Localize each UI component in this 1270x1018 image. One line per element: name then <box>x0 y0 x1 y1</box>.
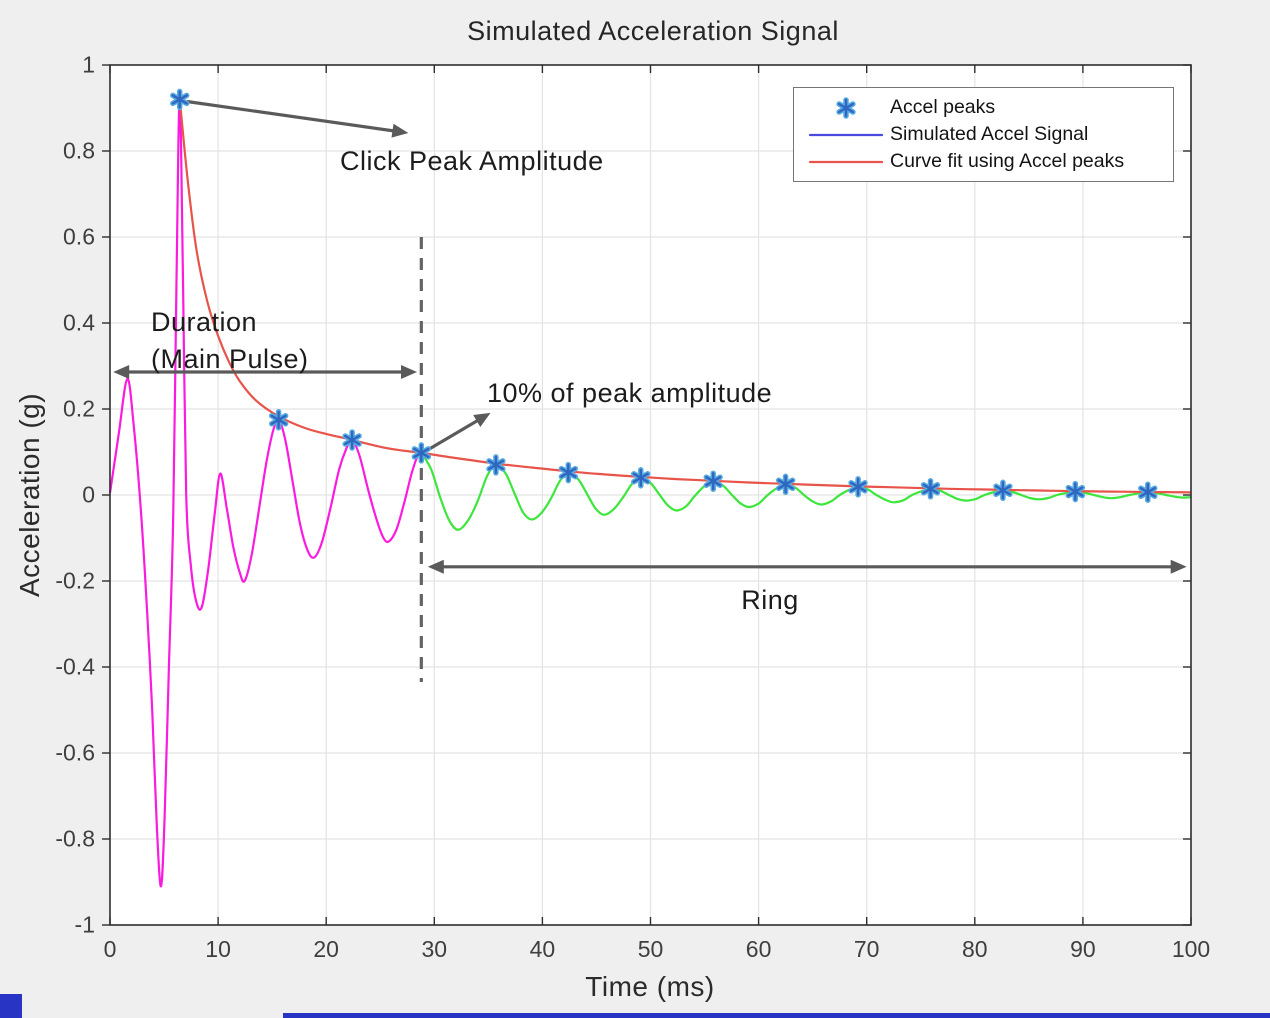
duration-arrow <box>113 365 418 379</box>
asterisk-stroke <box>487 459 504 471</box>
peak-marker[interactable] <box>411 442 432 464</box>
ring-arrow <box>427 559 1187 574</box>
series-main-pulse-signal <box>108 98 423 888</box>
asterisk-stroke <box>922 483 939 494</box>
y-tick-label: 0.6 <box>63 223 95 250</box>
window-edge-strip-bottom <box>283 1013 1270 1018</box>
asterisk-stroke <box>849 481 867 492</box>
arrowhead <box>401 365 418 379</box>
arrowhead <box>1170 559 1187 574</box>
window-edge-corner-bottom-left <box>0 994 22 1018</box>
y-tick-label: -1 <box>74 911 95 938</box>
y-tick-label: 0.2 <box>63 395 95 422</box>
x-tick-label: 30 <box>421 936 448 962</box>
asterisk-stroke <box>344 434 361 446</box>
legend-item-simulated-signal: Simulated Accel Signal <box>794 121 1173 148</box>
asterisk-stroke <box>705 476 722 487</box>
asterisk-stroke <box>560 467 577 478</box>
annotation-duration-line2: (Main Pulse) <box>151 344 309 374</box>
y-tick-label: -0.4 <box>55 653 95 680</box>
arrow-shaft <box>426 418 480 452</box>
legend-label-curve-fit: Curve fit using Accel peaks <box>890 150 1125 172</box>
red-line-swatch-icon <box>808 160 884 163</box>
peak-marker[interactable] <box>993 479 1013 502</box>
peak-marker[interactable] <box>920 478 941 500</box>
peak-marker[interactable] <box>170 88 190 111</box>
peak-marker[interactable] <box>558 461 579 484</box>
blue-line-swatch-icon <box>808 133 884 136</box>
y-tick-label: 0 <box>82 481 95 508</box>
x-tick-label: 90 <box>1070 936 1096 962</box>
y-tick-label: 1 <box>82 51 95 78</box>
peak-marker[interactable] <box>848 476 868 498</box>
arrowhead <box>473 412 491 427</box>
chart-title: Simulated Acceleration Signal <box>467 16 839 46</box>
peak-marker[interactable] <box>703 470 723 492</box>
x-tick-label: 60 <box>745 936 772 962</box>
arrow-shaft <box>186 99 395 133</box>
arrowhead <box>427 559 444 574</box>
asterisk-stroke <box>632 472 649 483</box>
x-tick-label: 100 <box>1171 936 1211 962</box>
annotation-click-peak-amplitude: Click Peak Amplitude <box>340 146 604 176</box>
asterisk-stroke <box>777 479 794 490</box>
y-tick-label: -0.2 <box>55 567 95 594</box>
peak-marker[interactable] <box>1065 480 1086 503</box>
annotation-duration-main-pulse: Duration (Main Pulse) <box>151 304 309 378</box>
peak-marker[interactable] <box>1138 481 1158 503</box>
y-tick-label: -0.6 <box>55 739 95 766</box>
peak-marker[interactable] <box>342 429 362 451</box>
legend-label-simulated-signal: Simulated Accel Signal <box>890 123 1089 145</box>
annotation-ring: Ring <box>741 585 799 615</box>
x-axis-label: Time (ms) <box>585 971 715 1002</box>
x-tick-label: 40 <box>529 936 556 962</box>
series-curve-fit <box>178 99 1192 494</box>
annotation-duration-line1: Duration <box>151 307 258 337</box>
asterisk-stroke <box>1139 487 1156 498</box>
asterisk-marker-icon <box>836 96 856 119</box>
x-tick-label: 20 <box>313 936 339 962</box>
legend-item-accel-peaks: Accel peaks <box>794 94 1173 121</box>
peak-marker[interactable] <box>631 467 651 489</box>
x-tick-label: 10 <box>205 936 231 962</box>
asterisk-stroke <box>171 94 188 105</box>
click-peak-arrow <box>186 99 409 138</box>
y-tick-label: 0.8 <box>63 137 95 164</box>
legend-item-curve-fit: Curve fit using Accel peaks <box>794 148 1173 175</box>
asterisk-stroke <box>413 447 430 459</box>
x-tick-label: 50 <box>637 936 664 962</box>
x-tick-label: 0 <box>103 936 117 962</box>
arrowhead <box>113 365 130 379</box>
peak-marker[interactable] <box>486 454 506 476</box>
asterisk-stroke <box>270 414 287 425</box>
y-tick-label: -0.8 <box>55 825 95 852</box>
arrowhead <box>391 123 409 138</box>
y-tick-label: 0.4 <box>63 309 95 336</box>
annotation-10pct-peak-amplitude: 10% of peak amplitude <box>487 378 773 408</box>
legend: Accel peaks Simulated Accel Signal Curve… <box>793 87 1174 182</box>
x-tick-label: 80 <box>962 936 988 962</box>
peak-marker[interactable] <box>268 409 289 431</box>
asterisk-stroke <box>1067 486 1084 497</box>
pct-arrow <box>426 412 491 452</box>
peak-marker[interactable] <box>775 473 796 496</box>
asterisk-stroke <box>994 485 1011 496</box>
legend-label-accel-peaks: Accel peaks <box>890 96 996 118</box>
series-ring-signal <box>420 452 1192 531</box>
x-tick-label: 70 <box>853 936 880 962</box>
